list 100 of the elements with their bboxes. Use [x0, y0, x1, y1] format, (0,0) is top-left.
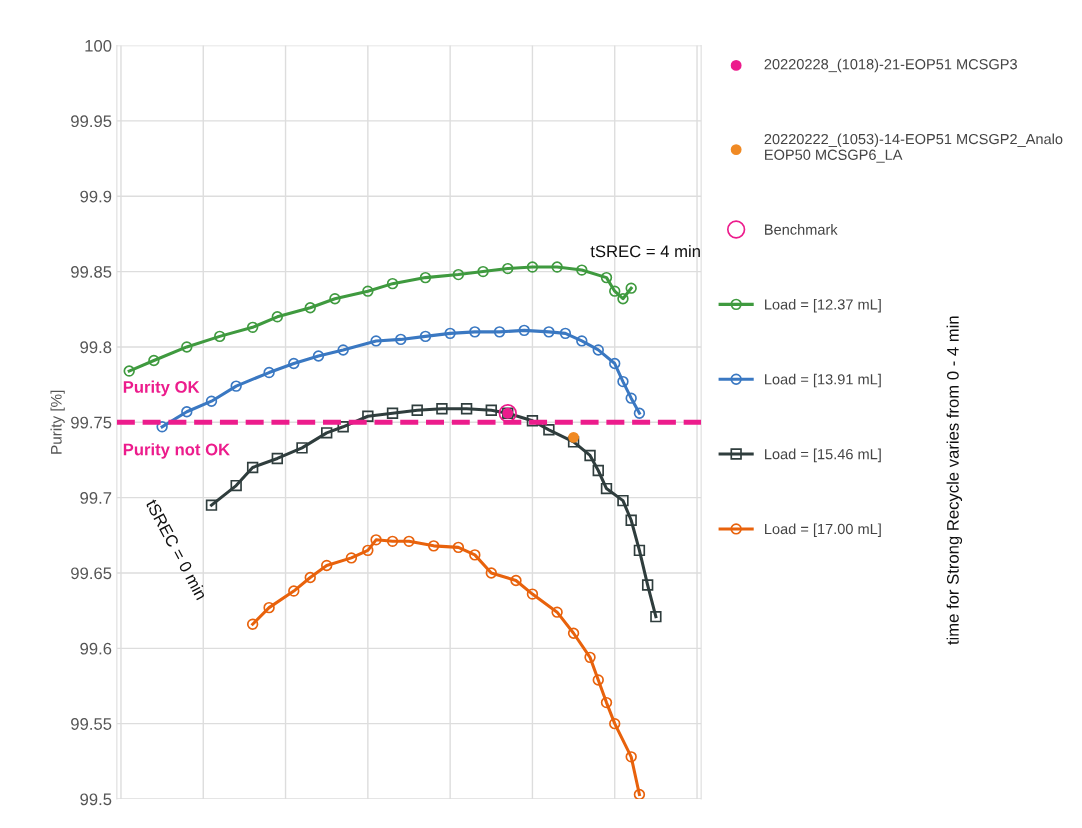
y-tick-label: 99.75 [71, 416, 112, 429]
point [246, 321, 259, 334]
point [370, 534, 382, 546]
point [609, 285, 621, 297]
point [609, 357, 621, 370]
annotation: tSREC = 4 min [590, 244, 700, 258]
point [386, 535, 399, 548]
point [559, 327, 572, 340]
point [337, 344, 349, 356]
y-tick-label: 99.9 [80, 190, 112, 203]
y-tick-label: 99.55 [71, 718, 112, 730]
point [600, 696, 613, 709]
point [271, 452, 284, 465]
point [576, 264, 588, 276]
point [246, 461, 259, 474]
point [337, 421, 349, 433]
legend-label: Load = [13.91 mL] [765, 373, 881, 388]
point [263, 366, 275, 379]
point [600, 271, 613, 284]
point [469, 549, 481, 561]
legend-label: 20220222_(1053)-14-EOP51 MCSGP2_Analo EOP50 MCSGP6_LA [764, 133, 1063, 163]
point [419, 330, 432, 343]
y-tick-label: 99.7 [80, 492, 112, 504]
point [592, 344, 604, 356]
legend-label: 20220228_(1018)-21-EOP51 MCSGP3 [764, 58, 1017, 73]
point [551, 261, 563, 273]
point [386, 277, 399, 290]
point [526, 588, 539, 600]
annotation: Purity not OK [123, 443, 230, 459]
point [567, 627, 580, 639]
annotation: Purity OK [123, 380, 200, 397]
point [592, 674, 604, 686]
point [362, 544, 374, 557]
point [436, 403, 448, 415]
legend-label: Load = [15.46 mL] [765, 448, 881, 463]
y-tick-label: 99.6 [80, 642, 112, 655]
y-axis-title: Purity [%] [50, 390, 65, 454]
point [584, 449, 596, 462]
point [600, 482, 613, 495]
legend-label: Load = [12.37 mL] [765, 298, 881, 313]
point [650, 610, 662, 623]
point [510, 574, 522, 587]
point [543, 424, 555, 436]
point [502, 262, 514, 275]
point [576, 335, 588, 347]
point [625, 514, 637, 526]
point [617, 375, 629, 388]
point [625, 751, 637, 763]
point [592, 464, 604, 477]
point [386, 407, 399, 419]
point [427, 540, 440, 552]
point [485, 404, 497, 416]
legend-label: Load = [17.00 mL] [765, 523, 881, 538]
y-tick-label: 100 [85, 39, 112, 52]
point [411, 404, 423, 416]
point [469, 326, 481, 338]
point [288, 357, 300, 370]
point [395, 333, 407, 346]
point [263, 601, 275, 614]
point [321, 427, 333, 439]
text: time for Strong Recycle varies from 0 - 4 min [946, 316, 963, 645]
point [617, 293, 629, 305]
point [205, 499, 218, 511]
point [567, 436, 580, 448]
point [518, 324, 530, 337]
point [214, 330, 226, 343]
point [230, 479, 242, 492]
point [362, 285, 374, 297]
point [123, 365, 135, 377]
point [452, 541, 465, 554]
point [304, 571, 316, 584]
point [370, 335, 382, 347]
point [304, 302, 316, 314]
point [526, 415, 539, 427]
point [181, 341, 193, 353]
point [205, 395, 218, 407]
y-tick-label: 99.8 [80, 341, 112, 354]
point [609, 717, 621, 730]
point [345, 552, 358, 564]
point [641, 579, 654, 591]
y-tick-label: 99.85 [71, 265, 112, 278]
point [568, 431, 580, 443]
y-tick-label: 99.95 [71, 115, 112, 128]
point [498, 404, 517, 423]
point [625, 282, 637, 294]
point [551, 606, 563, 618]
point [321, 559, 333, 572]
point [493, 326, 506, 338]
point [156, 421, 168, 433]
point [633, 544, 646, 557]
point [296, 442, 308, 454]
point [625, 392, 637, 404]
point [246, 618, 259, 630]
point [452, 268, 465, 281]
point [329, 293, 341, 305]
point [288, 585, 300, 597]
point [148, 354, 160, 367]
point [617, 494, 629, 507]
point [403, 535, 415, 548]
y-tick-label: 99.65 [71, 567, 112, 580]
